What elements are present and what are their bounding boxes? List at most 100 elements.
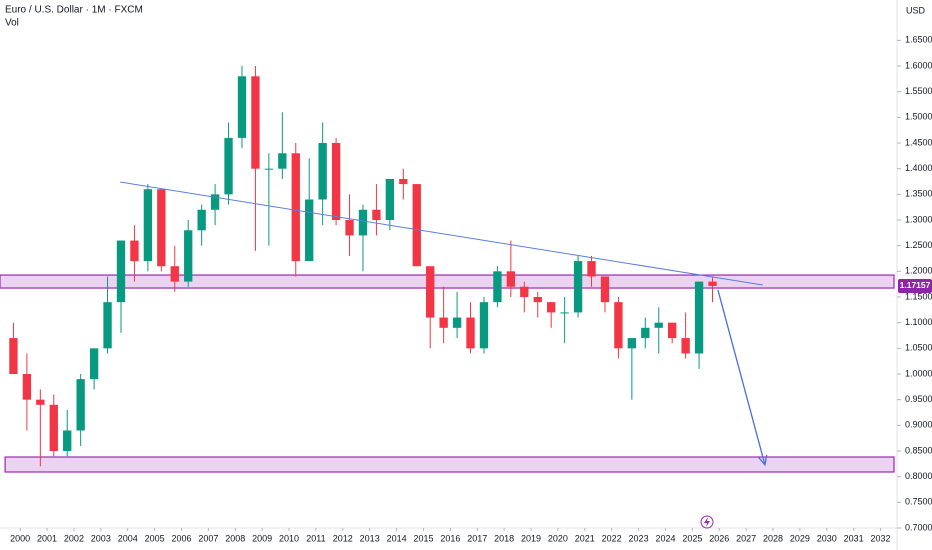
x-tick-label: 2028 [763,533,783,543]
candle-body [668,322,677,339]
x-tick-label: 2016 [440,533,460,543]
x-tick-label: 2021 [575,533,595,543]
candle-body [251,76,260,169]
candle-body [197,209,206,231]
y-tick-label: 1.55000 [905,86,932,96]
x-tick-label: 2026 [709,533,729,543]
x-tick-label: 2015 [413,533,433,543]
x-tick-label: 2008 [225,533,245,543]
x-tick-label: 2012 [333,533,353,543]
x-tick-label: 2020 [548,533,568,543]
candle-body [130,240,139,262]
candle-body [614,302,623,349]
candle-body [694,281,704,354]
x-tick-label: 2023 [629,533,649,543]
candle-body [291,153,300,262]
x-tick-label: 2005 [145,533,165,543]
x-tick-label: 2017 [467,533,487,543]
arrow-head [757,454,768,467]
candle-body [22,374,32,400]
candle-body [49,404,58,452]
x-tick-label: 2030 [817,533,837,543]
candle-body [547,302,556,313]
candle-body [708,281,717,286]
y-tick-label: 1.60000 [905,60,932,70]
x-tick-label: 2018 [494,533,514,543]
x-tick-label: 2001 [37,533,57,543]
candle-body [600,276,610,303]
candle-body [533,297,542,303]
candle-body [399,178,408,185]
price-label: 1.17157 [900,280,931,290]
x-tick-label: 2024 [655,533,675,543]
candle-body [520,286,529,298]
event-icon[interactable] [700,515,714,529]
x-tick-label: 2003 [91,533,111,543]
candle-body [210,194,220,210]
x-tick-label: 2010 [279,533,299,543]
candle-body [278,153,287,169]
chart-title: Euro / U.S. Dollar · 1M · FXCM [5,5,143,16]
y-tick-label: 1.25000 [905,240,932,250]
candle-body [89,348,99,380]
arrow [717,289,766,466]
y-tick-label: 1.20000 [905,266,932,276]
candle-body [573,261,583,313]
price-label-box [898,278,932,293]
currency-label: USD [906,5,926,15]
y-tick-label: 1.50000 [905,112,932,122]
y-tick-label: 1.35000 [905,189,932,199]
x-tick-label: 2019 [521,533,541,543]
candle-body [587,261,596,277]
candle-body [358,209,368,236]
y-tick-label: 1.15000 [905,291,932,301]
x-tick-label: 2007 [198,533,218,543]
candle-body [63,430,72,452]
candle-body [76,379,85,431]
x-tick-label: 2013 [360,533,380,543]
y-tick-label: 1.10000 [905,317,932,327]
x-tick-label: 2004 [118,533,138,543]
y-tick-label: 1.05000 [905,343,932,353]
candle-body [36,399,45,405]
x-tick-label: 2027 [736,533,756,543]
x-tick-label: 2032 [871,533,891,543]
x-tick-label: 2025 [682,533,702,543]
zone [4,456,895,473]
candle-body [116,240,126,303]
x-tick-label: 2022 [602,533,622,543]
plot [0,66,895,473]
candle-body [345,220,354,236]
candle-body [305,199,314,262]
candle-body [412,184,421,267]
y-tick-label: 0.95000 [905,394,932,404]
candle-body [426,266,435,318]
candle-body [9,338,18,375]
candle-body [560,312,569,314]
x-tick-label: 2000 [10,533,30,543]
x-tick-label: 2014 [387,533,407,543]
y-tick-label: 1.45000 [905,137,932,147]
candle-body [143,189,153,262]
x-tick-label: 2031 [844,533,864,543]
candle-body [654,322,663,328]
candle-body [224,137,233,195]
candle-body [439,317,448,328]
y-tick-label: 1.00000 [905,368,932,378]
candle-body [506,271,516,287]
volume-label: Vol [5,18,19,29]
candle-body [103,302,112,349]
candle-body [170,266,179,282]
y-tick-label: 1.40000 [905,163,932,173]
candle-body [681,338,690,354]
candle-body [157,189,166,267]
candle-body [452,317,462,328]
candle-body [479,302,489,349]
candle-body [493,271,502,303]
